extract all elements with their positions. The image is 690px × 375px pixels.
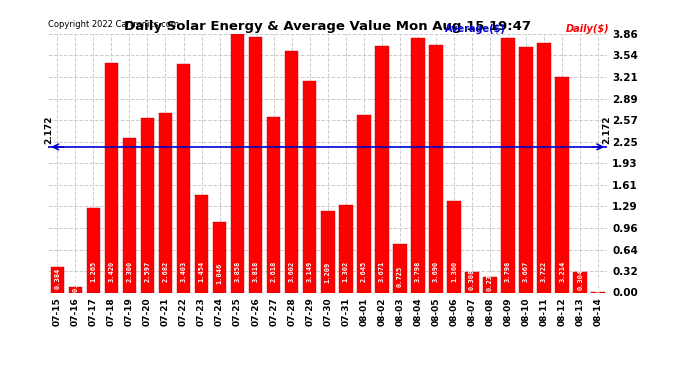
Text: 3.602: 3.602 bbox=[288, 261, 295, 282]
Text: 3.690: 3.690 bbox=[433, 261, 439, 282]
Text: 0.235: 0.235 bbox=[487, 269, 493, 291]
Text: 2.172: 2.172 bbox=[43, 116, 53, 144]
Bar bbox=[195, 195, 208, 292]
Text: 3.420: 3.420 bbox=[108, 261, 115, 282]
Text: 0.304: 0.304 bbox=[577, 269, 583, 290]
Bar bbox=[267, 117, 280, 292]
Bar bbox=[501, 38, 515, 292]
Bar bbox=[411, 38, 424, 292]
Text: 3.149: 3.149 bbox=[307, 261, 313, 282]
Text: 0.384: 0.384 bbox=[55, 268, 60, 290]
Text: 2.645: 2.645 bbox=[361, 261, 367, 282]
Bar bbox=[213, 222, 226, 292]
Bar bbox=[231, 34, 244, 292]
Bar bbox=[465, 272, 479, 292]
Text: 2.618: 2.618 bbox=[270, 261, 277, 282]
Text: 2.682: 2.682 bbox=[162, 261, 168, 282]
Bar bbox=[393, 244, 406, 292]
Bar bbox=[249, 37, 262, 292]
Text: 0.084: 0.084 bbox=[72, 271, 79, 292]
Bar bbox=[573, 272, 587, 292]
Text: 3.798: 3.798 bbox=[505, 261, 511, 282]
Bar bbox=[375, 46, 388, 292]
Text: 1.209: 1.209 bbox=[325, 261, 331, 283]
Bar bbox=[50, 267, 64, 292]
Text: Daily($): Daily($) bbox=[566, 24, 609, 34]
Bar bbox=[555, 77, 569, 292]
Bar bbox=[68, 287, 82, 292]
Title: Daily Solar Energy & Average Value Mon Aug 15 19:47: Daily Solar Energy & Average Value Mon A… bbox=[124, 20, 531, 33]
Text: 3.403: 3.403 bbox=[181, 261, 186, 282]
Bar bbox=[339, 205, 353, 292]
Text: 2.172: 2.172 bbox=[602, 116, 612, 144]
Text: 0.308: 0.308 bbox=[469, 269, 475, 290]
Bar bbox=[520, 47, 533, 292]
Bar bbox=[538, 43, 551, 292]
Text: 3.818: 3.818 bbox=[253, 261, 259, 282]
Text: 1.454: 1.454 bbox=[199, 261, 204, 282]
Text: 1.265: 1.265 bbox=[90, 261, 97, 282]
Bar bbox=[159, 113, 172, 292]
Text: 1.360: 1.360 bbox=[451, 261, 457, 282]
Text: 1.302: 1.302 bbox=[343, 261, 348, 282]
Bar bbox=[429, 45, 443, 292]
Text: 3.214: 3.214 bbox=[559, 261, 565, 282]
Bar bbox=[177, 64, 190, 292]
Bar bbox=[87, 208, 100, 292]
Bar bbox=[303, 81, 317, 292]
Text: 3.798: 3.798 bbox=[415, 261, 421, 282]
Text: Average($): Average($) bbox=[445, 24, 506, 34]
Bar bbox=[123, 138, 136, 292]
Text: 3.722: 3.722 bbox=[541, 261, 547, 282]
Bar bbox=[285, 51, 299, 292]
Bar bbox=[141, 118, 155, 292]
Text: 2.300: 2.300 bbox=[126, 261, 132, 282]
Text: 3.671: 3.671 bbox=[379, 261, 385, 282]
Text: Copyright 2022 Cartronics.com: Copyright 2022 Cartronics.com bbox=[48, 20, 179, 28]
Bar bbox=[447, 201, 461, 292]
Text: 2.597: 2.597 bbox=[144, 261, 150, 282]
Text: 1.046: 1.046 bbox=[217, 263, 223, 284]
Text: 3.667: 3.667 bbox=[523, 261, 529, 282]
Bar bbox=[357, 115, 371, 292]
Text: 0.725: 0.725 bbox=[397, 266, 403, 286]
Text: 3.858: 3.858 bbox=[235, 261, 241, 282]
Bar bbox=[321, 211, 335, 292]
Bar bbox=[105, 63, 118, 292]
Bar bbox=[483, 277, 497, 292]
Text: 0.009: 0.009 bbox=[595, 271, 601, 292]
